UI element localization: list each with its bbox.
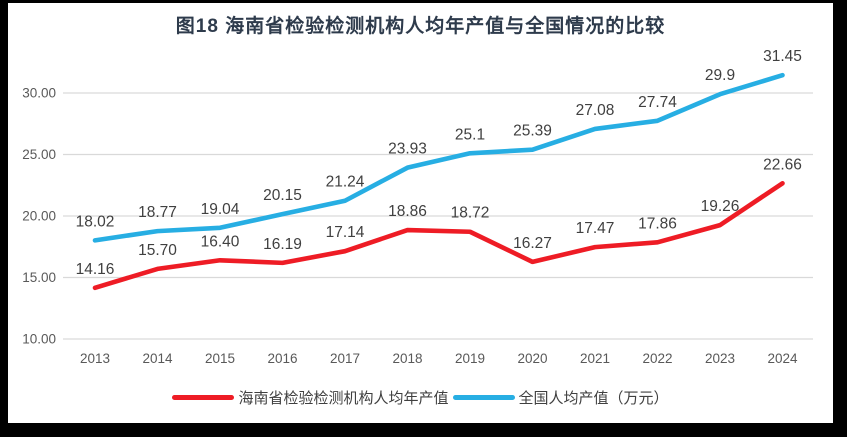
data-label-hainan: 16.19 (263, 236, 302, 253)
data-label-hainan: 16.40 (201, 233, 240, 250)
data-label-national: 21.24 (326, 174, 365, 191)
series-line-hainan (92, 180, 785, 291)
x-axis-tick-label: 2015 (205, 351, 235, 366)
data-label-national: 25.39 (513, 123, 552, 140)
series-line-national (92, 72, 785, 243)
data-label-national: 25.1 (455, 126, 485, 143)
hainan-series-swatch-icon (172, 395, 235, 400)
x-axis-tick-label: 2017 (330, 351, 360, 366)
x-axis-tick-label: 2020 (517, 351, 547, 366)
data-label-national: 27.74 (638, 94, 677, 111)
legend-item-national: 全国人均产值（万元） (452, 387, 669, 408)
x-axis-tick-label: 2016 (267, 351, 297, 366)
data-label-national: 29.9 (705, 67, 735, 84)
national-series-swatch-icon (452, 395, 515, 400)
data-label-hainan: 19.26 (701, 198, 740, 215)
data-label-national: 27.08 (576, 102, 615, 119)
data-label-hainan: 17.14 (326, 224, 365, 241)
y-axis-tick-label: 20.00 (22, 209, 56, 224)
x-axis-tick-label: 2014 (142, 351, 173, 366)
data-label-national: 23.93 (388, 141, 427, 158)
y-axis-tick-label: 30.00 (22, 86, 56, 101)
data-label-hainan: 17.86 (638, 215, 677, 232)
x-axis-tick-label: 2018 (392, 351, 422, 366)
data-label-hainan: 22.66 (763, 156, 802, 173)
data-label-hainan: 16.27 (513, 235, 552, 252)
y-axis-tick-label: 10.00 (22, 332, 56, 347)
x-axis-tick-label: 2013 (80, 351, 110, 366)
y-axis-tick-label: 15.00 (22, 270, 56, 285)
chart-svg: 10.00 15.00 20.00 25.00 30.00 2013 2014 2015 201… (22, 48, 813, 366)
data-label-national: 19.04 (201, 201, 240, 218)
x-axis-tick-label: 2022 (642, 351, 672, 366)
x-axis-tick-label: 2019 (455, 351, 485, 366)
data-label-national: 20.15 (263, 187, 302, 204)
data-label-national: 18.02 (76, 213, 115, 230)
x-axis-tick-label: 2023 (705, 351, 735, 366)
legend-item-hainan: 海南省检验检测机构人均年产值 (172, 387, 449, 408)
x-axis-tick-label: 2024 (767, 351, 798, 366)
legend-label-hainan: 海南省检验检测机构人均年产值 (238, 390, 449, 407)
data-label-hainan: 17.47 (576, 220, 615, 237)
data-label-national: 31.45 (763, 48, 802, 65)
data-label-hainan: 15.70 (138, 242, 177, 259)
chart-panel: 10.00 15.00 20.00 25.00 30.00 2013 2014 2015 201… (8, 3, 833, 423)
data-label-hainan: 14.16 (76, 261, 115, 278)
legend-label-national: 全国人均产值（万元） (518, 390, 669, 407)
data-label-hainan: 18.86 (388, 203, 427, 220)
x-axis-tick-label: 2021 (580, 351, 610, 366)
chart-title: 图18 海南省检验检测机构人均年产值与全国情况的比较 (175, 16, 666, 37)
data-label-national: 18.77 (138, 204, 177, 221)
chart-legend: 海南省检验检测机构人均年产值 全国人均产值（万元） (8, 387, 833, 408)
y-axis-tick-label: 25.00 (22, 147, 56, 162)
data-label-hainan: 18.72 (451, 205, 490, 222)
